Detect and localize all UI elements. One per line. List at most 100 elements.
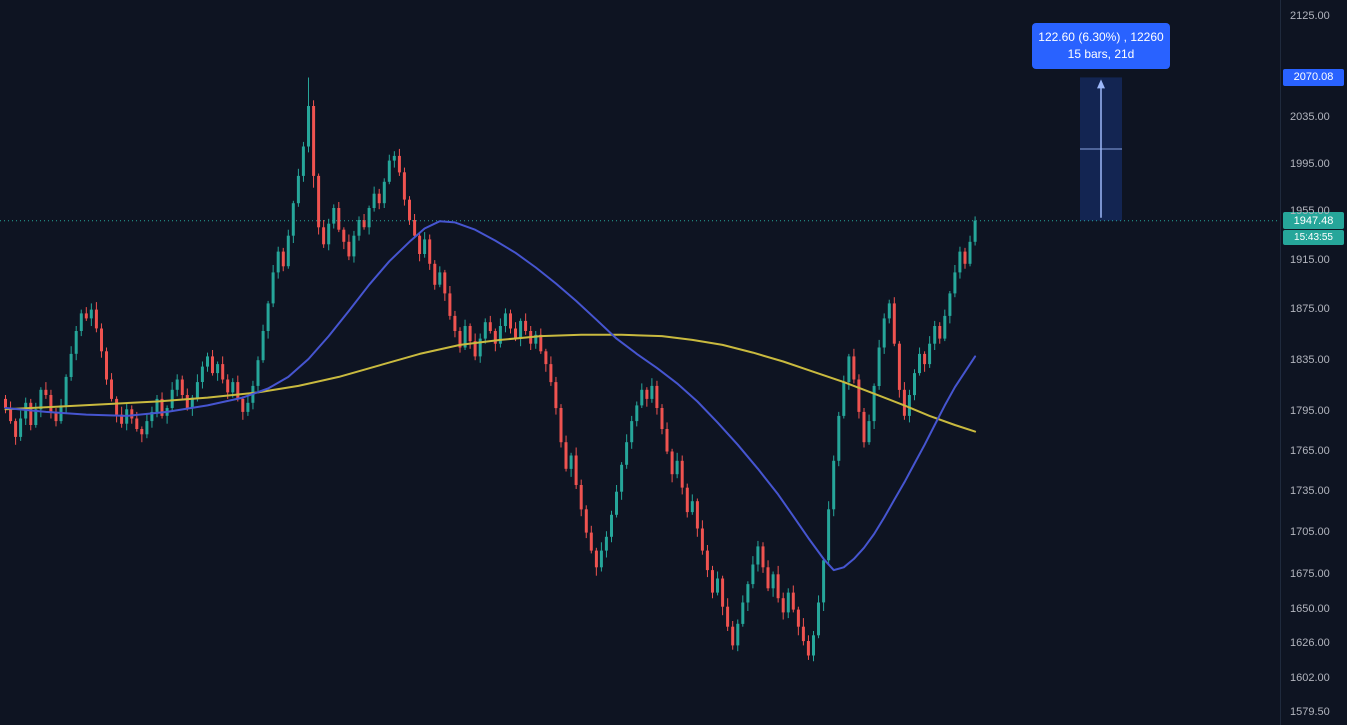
price-tick-label: 2035.00 — [1290, 111, 1330, 123]
measure-target-price-badge: 2070.08 — [1283, 68, 1344, 86]
price-tick-label: 1765.00 — [1290, 445, 1330, 457]
bar-countdown-value: 15:43:55 — [1294, 232, 1333, 244]
candle-body — [847, 356, 851, 383]
candle-body — [180, 379, 184, 395]
candle-body — [938, 326, 942, 339]
candle-body — [650, 385, 654, 399]
candle-body — [579, 485, 583, 510]
price-tick-label: 1995.00 — [1290, 157, 1330, 170]
price-tick-label: 1650.00 — [1290, 603, 1330, 616]
candle-body — [933, 326, 937, 344]
ma-fast-line[interactable] — [4, 220, 977, 572]
candle-body — [246, 402, 250, 412]
candle-body — [372, 193, 376, 208]
candle-body — [175, 379, 179, 390]
price-tick-label: 1875.00 — [1290, 303, 1330, 316]
candle-body — [69, 353, 73, 377]
candle-body — [413, 220, 417, 236]
candle-body — [29, 402, 33, 425]
candle-body — [488, 322, 492, 331]
candle-body — [135, 418, 139, 429]
candle-body — [786, 592, 790, 613]
candle-body — [54, 411, 58, 422]
candle-body — [882, 318, 886, 348]
price-range-measurement[interactable] — [1080, 77, 1122, 221]
candle-body — [594, 550, 598, 568]
candle-body — [554, 382, 558, 409]
candle-body — [817, 602, 820, 636]
candle-body — [453, 315, 457, 331]
price-tick-label: 1675.00 — [1290, 567, 1330, 580]
candle-body — [852, 356, 856, 380]
candle-body — [862, 411, 866, 443]
candle-body — [670, 451, 674, 475]
candle-body — [105, 351, 108, 380]
candle-body — [746, 584, 750, 603]
candle-body — [963, 251, 967, 264]
candle-body — [675, 460, 679, 475]
candle-body — [352, 235, 356, 257]
candle-body — [655, 385, 659, 408]
candle-body — [145, 421, 149, 435]
candle-body — [261, 331, 265, 361]
candle-body — [902, 389, 906, 416]
candle-body — [625, 442, 629, 465]
candle-body — [700, 528, 704, 551]
candle-body — [564, 442, 568, 469]
measure-arrow-head — [1097, 79, 1105, 89]
candle-body — [584, 509, 588, 533]
candle-body — [362, 220, 366, 228]
candle-body — [716, 578, 719, 593]
candle-body — [74, 331, 78, 354]
candle-body — [397, 155, 401, 173]
candle-body — [322, 227, 326, 245]
candle-body — [301, 146, 305, 176]
candle-body — [150, 411, 154, 422]
candle-body — [9, 408, 13, 422]
candle-body — [423, 239, 427, 254]
candle-body — [34, 409, 38, 425]
candle-body — [392, 155, 396, 161]
candle-body — [640, 389, 644, 406]
candle-body — [387, 160, 391, 182]
candle-body — [509, 313, 512, 329]
candle-body — [872, 385, 876, 422]
candle-body — [130, 409, 134, 419]
candle-body — [19, 418, 23, 437]
candle-body — [438, 272, 442, 285]
candle-body — [599, 550, 603, 568]
candle-body — [690, 501, 694, 513]
candle-body — [408, 199, 411, 221]
candle-body — [473, 341, 477, 357]
candle-body — [256, 360, 260, 386]
candle-body — [337, 208, 341, 230]
candle-body — [307, 106, 310, 147]
candle-body — [236, 382, 240, 399]
candle-body — [418, 235, 422, 254]
candle-body — [695, 501, 699, 529]
candle-body — [822, 560, 826, 603]
candle-body — [483, 322, 487, 339]
price-axis[interactable]: 2070.08 1947.48 15:43:55 2125.00 2035.00 1… — [1280, 0, 1347, 725]
candle-body — [832, 460, 836, 510]
candle-body — [4, 398, 7, 408]
candle-body — [514, 328, 517, 339]
candle-body — [569, 455, 573, 469]
candle-body — [534, 334, 538, 344]
candle-body — [226, 379, 230, 393]
candle-body — [867, 421, 871, 443]
candle-body — [907, 395, 911, 416]
ma-slow-line[interactable] — [4, 333, 977, 433]
candles-series — [4, 77, 977, 662]
candle-body — [837, 415, 841, 461]
candle-body — [94, 309, 98, 329]
candle-body — [89, 309, 93, 319]
candle-body — [79, 313, 83, 331]
candle-body — [781, 598, 785, 613]
measure-tooltip[interactable]: 122.60 (6.30%) , 12260 15 bars, 21d — [1032, 23, 1170, 69]
candle-body — [918, 353, 921, 374]
candle-body — [463, 326, 467, 348]
candle-body — [190, 397, 194, 408]
candle-body — [317, 175, 321, 228]
